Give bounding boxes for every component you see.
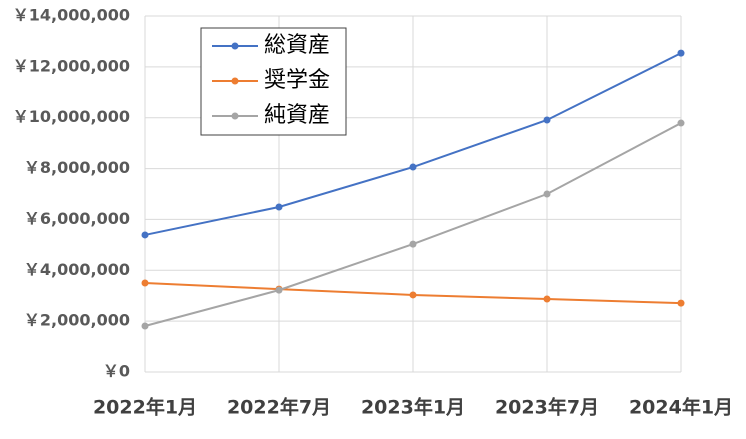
legend-label: 総資産: [264, 33, 330, 58]
data-point: [141, 322, 149, 330]
x-tick-label: 2022年7月: [227, 396, 331, 419]
y-tick-label: ￥2,000,000: [24, 311, 130, 330]
data-point: [543, 116, 551, 124]
data-point: [141, 279, 149, 287]
y-tick-label: ￥12,000,000: [13, 56, 130, 75]
legend-marker: [231, 112, 239, 120]
data-point: [677, 49, 685, 57]
data-point: [409, 291, 417, 299]
y-tick-label: ￥10,000,000: [13, 107, 130, 126]
legend-marker: [231, 42, 239, 50]
y-tick-label: ￥8,000,000: [24, 158, 130, 177]
y-tick-label: ￥14,000,000: [13, 6, 130, 25]
data-point: [275, 286, 283, 294]
legend-label: 純資産: [264, 103, 330, 128]
data-point: [677, 299, 685, 307]
x-tick-label: 2023年7月: [495, 396, 599, 419]
data-point: [677, 119, 685, 127]
data-point: [409, 240, 417, 248]
x-tick-label: 2023年1月: [361, 396, 465, 419]
data-point: [409, 163, 417, 171]
y-tick-label: ￥4,000,000: [24, 260, 130, 279]
x-tick-label: 2024年1月: [629, 396, 733, 419]
data-point: [275, 203, 283, 211]
y-tick-label: ￥6,000,000: [24, 209, 130, 228]
data-point: [543, 190, 551, 198]
data-point: [141, 231, 149, 239]
x-tick-label: 2022年1月: [93, 396, 197, 419]
legend-marker: [231, 77, 239, 85]
legend-label: 奨学金: [264, 68, 330, 93]
y-tick-label: ￥0: [103, 362, 130, 381]
data-point: [543, 295, 551, 303]
